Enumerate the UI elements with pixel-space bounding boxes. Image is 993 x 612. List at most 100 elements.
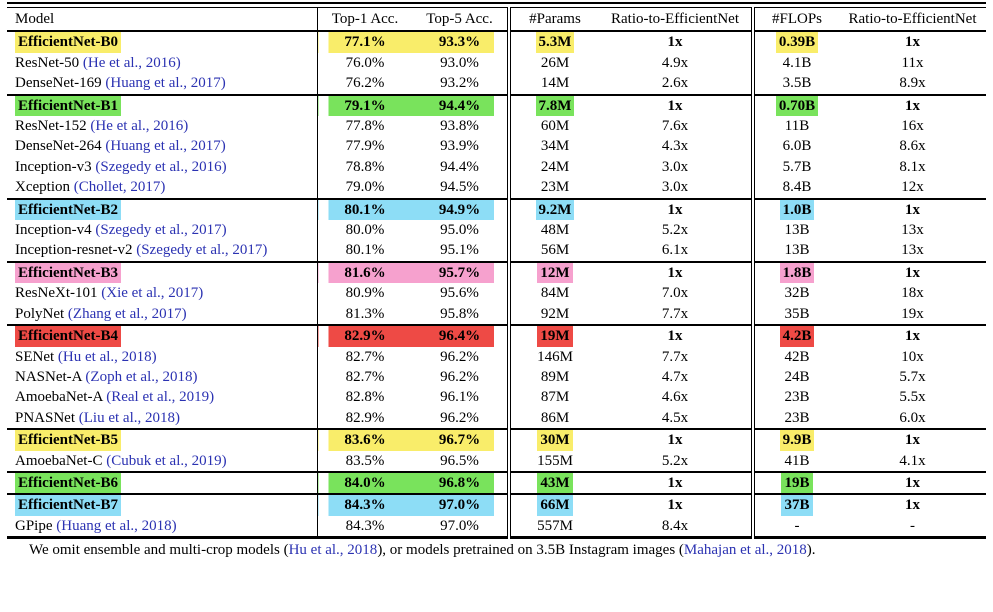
model-name: DenseNet-169 — [15, 75, 106, 92]
model-cell: EfficientNet-B0 — [7, 31, 318, 53]
flops-cell-highlighted-value: 0.70B — [775, 96, 819, 117]
citation-link[interactable]: (Cubuk et al., 2019) — [106, 452, 227, 469]
params-ratio-cell: 8.4x — [661, 517, 689, 534]
top5-acc-cell: 96.1% — [440, 389, 479, 406]
params-cell: 14M — [507, 73, 599, 95]
flops-ratio-cell: 5.5x — [899, 389, 926, 406]
citation-link[interactable]: (Liu et al., 2018) — [78, 409, 180, 426]
params-cell: 24M — [507, 156, 599, 178]
citation-link[interactable]: (Chollet, 2017) — [73, 179, 166, 196]
top5-acc-cell: 96.2% — [440, 368, 479, 385]
top5-acc-cell: 97.0% — [412, 493, 509, 516]
comparison-row: DenseNet-169 (Huang et al., 2017) 76.2% 93… — [7, 73, 986, 95]
results-table-container: Model Top-1 Acc. Top-5 Acc. #Params Ratio-to… — [7, 2, 986, 540]
params-ratio-cell: 1x — [599, 493, 753, 516]
params-cell: 146M — [507, 346, 599, 367]
column-header-5: #FLOPs — [751, 7, 839, 33]
top1-acc-cell: 76.2% — [345, 75, 385, 92]
params-ratio-cell: 7.7x — [661, 348, 689, 365]
citation-link[interactable]: (Zoph et al., 2018) — [85, 368, 198, 385]
top5-acc-cell: 95.1% — [440, 242, 479, 259]
flops-ratio-cell: 1x — [839, 493, 986, 516]
flops-ratio-cell: 1x — [839, 260, 986, 284]
citation-link[interactable]: (Huang et al., 2018) — [56, 517, 177, 534]
top5-acc-cell: 96.7% — [412, 428, 509, 451]
top1-acc-cell: 76.0% — [345, 54, 385, 71]
comparison-row: SENet (Hu et al., 2018) 82.7% 96.2% 146M 7.7… — [7, 346, 986, 367]
footnote-text: ). — [806, 542, 816, 559]
params-cell: 19M — [507, 324, 599, 347]
citation-link[interactable]: Mahajan et al., 2018 — [683, 542, 807, 559]
citation-link[interactable]: (Zhang et al., 2017) — [67, 305, 187, 322]
flops-cell: 35B — [751, 303, 839, 326]
params-ratio-cell: 2.6x — [661, 75, 689, 92]
column-header-2: Top-5 Acc. — [412, 7, 509, 33]
params-cell: 66M — [507, 493, 599, 516]
top5-acc-cell: 97.0% — [440, 517, 479, 534]
citation-link[interactable]: Hu et al., 2018 — [288, 542, 378, 559]
efficientnet-row: EfficientNet-B1 79.1% 94.4% 7.8M 1x 0.70B 1x — [7, 93, 986, 117]
citation-link[interactable]: (He et al., 2016) — [82, 54, 181, 71]
efficientnet-row: EfficientNet-B6 84.0% 96.8% 43M 1x 19B 1x — [7, 470, 986, 495]
flops-cell: 9.9B — [751, 428, 839, 451]
params-ratio-cell: 7.7x — [661, 305, 689, 322]
comparison-row: AmoebaNet-C (Cubuk et al., 2019) 83.5% 96.… — [7, 450, 986, 472]
model-cell: Xception (Chollet, 2017) — [7, 177, 318, 199]
model-name: DenseNet-264 — [15, 138, 106, 155]
citation-link[interactable]: (Huang et al., 2017) — [105, 138, 226, 155]
top1-acc-cell: 77.8% — [345, 118, 385, 135]
model-name: PolyNet — [15, 305, 68, 322]
flops-ratio-cell: 13x — [901, 222, 924, 239]
flops-cell: 24B — [751, 366, 839, 388]
top5-acc-cell: 94.9% — [412, 197, 509, 221]
params-cell: 56M — [507, 240, 599, 262]
column-header-0: Model — [7, 7, 318, 33]
citation-link[interactable]: (He et al., 2016) — [90, 118, 189, 135]
citation-link[interactable]: (Szegedy et al., 2017) — [95, 222, 227, 239]
top1-acc-cell: 80.9% — [345, 285, 385, 302]
params-ratio-cell: 1x — [599, 470, 753, 495]
comparison-row: ResNet-50 (He et al., 2016) 76.0% 93.0% 26M… — [7, 52, 986, 74]
model-name: ResNet-152 — [15, 118, 91, 135]
model-name: Xception — [15, 179, 74, 196]
flops-cell: 11B — [751, 116, 839, 137]
params-ratio-cell: 7.6x — [661, 118, 689, 135]
params-ratio-cell: 4.5x — [661, 409, 689, 426]
top1-acc-cell: 84.0% — [317, 470, 412, 495]
params-ratio-cell: 4.3x — [661, 138, 689, 155]
params-cell-highlighted-value: 66M — [537, 496, 573, 516]
comparison-row: NASNet-A (Zoph et al., 2018) 82.7% 96.2% 89… — [7, 366, 986, 388]
top1-acc-cell: 82.9% — [317, 324, 412, 347]
params-cell: 557M — [507, 515, 599, 538]
model-cell: ResNet-50 (He et al., 2016) — [7, 52, 318, 74]
top5-acc-cell: 93.9% — [440, 138, 479, 155]
model-cell: DenseNet-264 (Huang et al., 2017) — [7, 136, 318, 157]
model-cell: ResNet-152 (He et al., 2016) — [7, 116, 318, 137]
params-cell: 92M — [507, 303, 599, 326]
params-cell-highlighted-value: 43M — [537, 473, 573, 494]
params-ratio-cell: 1x — [599, 93, 753, 117]
flops-ratio-cell: 11x — [901, 54, 924, 71]
efficientnet-row: EfficientNet-B2 80.1% 94.9% 9.2M 1x 1.0B 1x — [7, 197, 986, 221]
citation-link[interactable]: (Hu et al., 2018) — [57, 348, 157, 365]
citation-link[interactable]: (Xie et al., 2017) — [101, 285, 204, 302]
header-row: Model Top-1 Acc. Top-5 Acc. #Params Ratio-to… — [7, 7, 986, 33]
top5-acc-cell: 96.2% — [440, 348, 479, 365]
citation-link[interactable]: (Huang et al., 2017) — [105, 75, 226, 92]
flops-cell-highlighted-value: 1.8B — [779, 263, 815, 284]
citation-link[interactable]: (Szegedy et al., 2016) — [95, 158, 227, 175]
citation-link[interactable]: (Real et al., 2019) — [106, 389, 215, 406]
flops-cell: - — [751, 515, 839, 538]
flops-cell: 8.4B — [751, 177, 839, 199]
top1-acc-cell: 82.9% — [345, 409, 385, 426]
citation-link[interactable]: (Szegedy et al., 2017) — [136, 242, 268, 259]
flops-cell-highlighted-value: 1.0B — [779, 200, 815, 221]
params-cell: 87M — [507, 387, 599, 408]
params-cell: 7.8M — [507, 93, 599, 117]
top5-acc-cell: 96.4% — [412, 324, 509, 347]
top1-acc-cell: 83.6% — [317, 428, 412, 451]
efficientnet-row: EfficientNet-B0 77.1% 93.3% 5.3M 1x 0.39B 1x — [7, 31, 986, 53]
model-name: Inception-resnet-v2 — [15, 242, 137, 259]
flops-cell: 19B — [751, 470, 839, 495]
top5-acc-cell: 95.7% — [412, 260, 509, 284]
